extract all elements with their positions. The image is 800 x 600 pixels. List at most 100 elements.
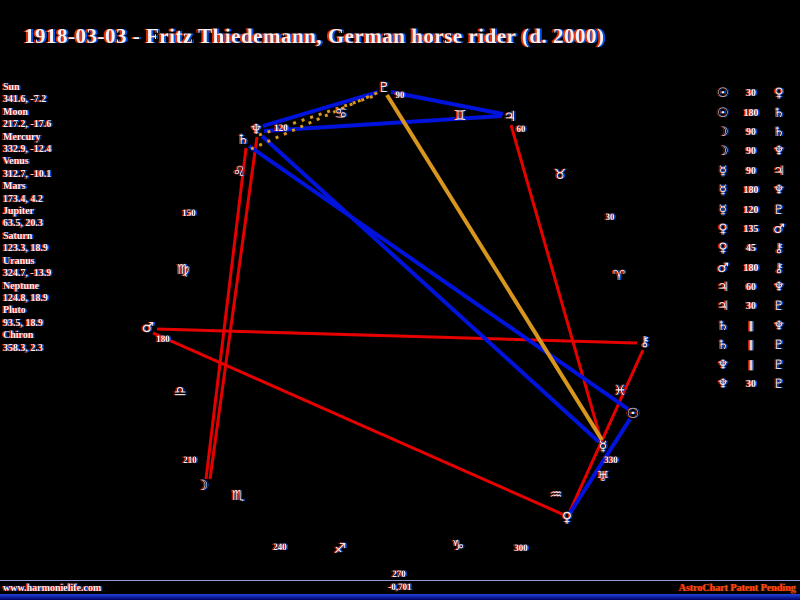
aspect-line-Neptune-Mercury <box>260 134 601 444</box>
planet-Moon-glyph: ☽ <box>195 478 209 494</box>
planet-name-Venus: Venus <box>3 156 29 168</box>
aspect-row-Sun-180-Saturn: ☉ 180 ♄ <box>712 103 796 122</box>
planet-Venus-icon: ♀ <box>718 221 728 237</box>
planet-Sun-icon: ☉ <box>717 86 729 102</box>
aspect-row-Neptune-∥-Pluto: ♆ ∥ ♇ <box>712 355 796 374</box>
aspect-angle: 90 <box>746 165 756 177</box>
planet-name-Neptune: Neptune <box>3 280 40 292</box>
planet-name-Sun: Sun <box>3 82 20 93</box>
aspect-angle: 30 <box>746 88 756 100</box>
planet-Chiron-icon: ⚷ <box>774 241 784 257</box>
planet-position-list: Sun 341.6, -7.2 Moon 217.2, -17.6 Mercury 332… <box>3 82 123 355</box>
zodiac-Pisces-glyph: ♓ <box>613 383 627 399</box>
planet-Chiron-icon: ⚷ <box>774 260 784 276</box>
aspect-angle: 180 <box>743 262 759 274</box>
planet-Mars-icon: ♂ <box>717 260 729 276</box>
planet-name-Mars: Mars <box>3 181 26 193</box>
aspect-row-Mars-180-Chiron: ♂ 180 ⚷ <box>712 259 796 278</box>
aspect-angle: 30 <box>746 379 756 391</box>
zodiac-Gemini-glyph: ♊ <box>453 108 467 124</box>
planet-Sun-glyph: ☉ <box>626 406 640 422</box>
planet-Mercury-icon: ☿ <box>719 163 727 179</box>
aspect-line-Mars-Venus <box>152 331 563 516</box>
aspect-line-Mars-Chiron <box>156 327 638 345</box>
planet-Mercury-icon: ☿ <box>719 202 727 218</box>
degree-label-150: 150 <box>182 208 196 218</box>
aspect-row-Venus-135-Mars: ♀ 135 ♂ <box>712 220 796 239</box>
planet-name-Chiron: Chiron <box>3 330 34 342</box>
aspect-line-Neptune-Moon <box>208 136 259 480</box>
aspect-line-Pluto-Neptune <box>262 90 379 128</box>
degree-label-30: 30 <box>605 212 615 222</box>
planet-Moon-icon: ☽ <box>717 124 729 140</box>
planet-coords-Chiron: 358.3, 2.3 <box>3 342 43 354</box>
aspect-line-Pluto-Mercury <box>385 93 604 442</box>
planet-Pluto-icon: ♇ <box>773 338 785 354</box>
planet-Sun-icon: ☉ <box>717 105 729 121</box>
aspect-row-Mercury-180-Neptune: ☿ 180 ♆ <box>712 181 796 200</box>
aspect-row-Mercury-90-Jupiter: ☿ 90 ♃ <box>712 162 796 181</box>
planet-name-Jupiter: Jupiter <box>3 206 35 218</box>
planet-coords-Sun: 341.6, -7.2 <box>3 94 47 106</box>
planet-Chiron-glyph: ⚷ <box>639 334 651 350</box>
planet-Jupiter-icon: ♃ <box>717 299 729 315</box>
aspect-angle: 90 <box>746 126 756 138</box>
planet-Pluto-icon: ♇ <box>773 299 785 315</box>
planet-Mars-glyph: ♂ <box>141 320 155 336</box>
aspect-angle: 135 <box>743 223 759 235</box>
planet-coords-Moon: 217.2, -17.6 <box>3 119 52 131</box>
aspect-line-Saturn-Pluto <box>250 90 380 151</box>
degree-label-330: 330 <box>604 455 618 465</box>
planet-Jupiter-icon: ♃ <box>773 163 785 179</box>
aspect-angle: 180 <box>743 107 759 119</box>
planet-Uranus-glyph: ♅ <box>596 469 610 485</box>
aspect-angle: ∥ <box>748 320 754 332</box>
aspect-line-Neptune-Jupiter <box>263 114 503 133</box>
aspect-line-Saturn-Moon <box>204 147 248 480</box>
planet-Saturn-icon: ♄ <box>717 318 729 334</box>
planet-name-Mercury: Mercury <box>3 131 41 143</box>
planet-Neptune-glyph: ♆ <box>249 122 263 138</box>
planet-name-Uranus: Uranus <box>3 255 35 267</box>
planet-Saturn-icon: ♄ <box>773 124 785 140</box>
aspect-angle: ∥ <box>748 359 754 371</box>
aspect-row-Saturn-∥-Pluto: ♄ ∥ ♇ <box>712 336 796 355</box>
footer-divider <box>0 580 800 581</box>
planet-name-Saturn: Saturn <box>3 230 33 242</box>
planet-Moon-icon: ☽ <box>717 144 729 160</box>
planet-name-Moon: Moon <box>3 106 28 118</box>
aspect-angle: 90 <box>746 146 756 158</box>
planet-Jupiter-icon: ♃ <box>717 280 729 296</box>
planet-Pluto-icon: ♇ <box>773 377 785 393</box>
aspect-line-Jupiter-Mercury <box>509 124 603 441</box>
planet-Venus-glyph: ♀ <box>561 510 573 526</box>
planet-name-Pluto: Pluto <box>3 305 26 317</box>
zodiac-Sagittarius-glyph: ♐ <box>333 541 347 557</box>
aspect-angle: 30 <box>746 301 756 313</box>
zodiac-Virgo-glyph: ♍ <box>176 262 190 278</box>
degree-label-240: 240 <box>273 542 287 552</box>
bottom-bar <box>0 594 800 600</box>
planet-Venus-icon: ♀ <box>718 241 728 257</box>
planet-Pluto-icon: ♇ <box>773 202 785 218</box>
aspect-line-Saturn-Sun <box>247 144 630 411</box>
planet-Mars-icon: ♂ <box>773 221 785 237</box>
planet-coords-Mercury: 332.9, -12.4 <box>3 144 52 156</box>
aspect-angle: 120 <box>743 204 759 216</box>
aspect-line-Neptune-Pluto <box>258 93 378 137</box>
zodiac-Taurus-glyph: ♉ <box>553 167 567 183</box>
degree-label-60: 60 <box>516 124 526 134</box>
aspect-line-Venus-Chiron <box>568 349 645 512</box>
planet-Neptune-icon: ♆ <box>773 183 785 199</box>
aspect-row-Jupiter-30-Pluto: ♃ 30 ♇ <box>712 297 796 316</box>
planet-coords-Uranus: 324.7, -13.9 <box>3 268 52 280</box>
zodiac-Libra-glyph: ♎ <box>173 384 187 400</box>
zodiac-Aquarius-glyph: ♒ <box>549 487 563 503</box>
planet-Neptune-icon: ♆ <box>717 357 729 373</box>
aspect-line-Pluto-Jupiter <box>390 90 504 116</box>
footer-website: www.harmonielife.com <box>3 583 102 594</box>
planet-Pluto-icon: ♇ <box>773 357 785 373</box>
zodiac-Aries-glyph: ♈ <box>612 268 626 284</box>
page-title: 1918-03-03 - Fritz Thiedemann, German ho… <box>24 24 605 48</box>
planet-Saturn-icon: ♄ <box>717 338 729 354</box>
